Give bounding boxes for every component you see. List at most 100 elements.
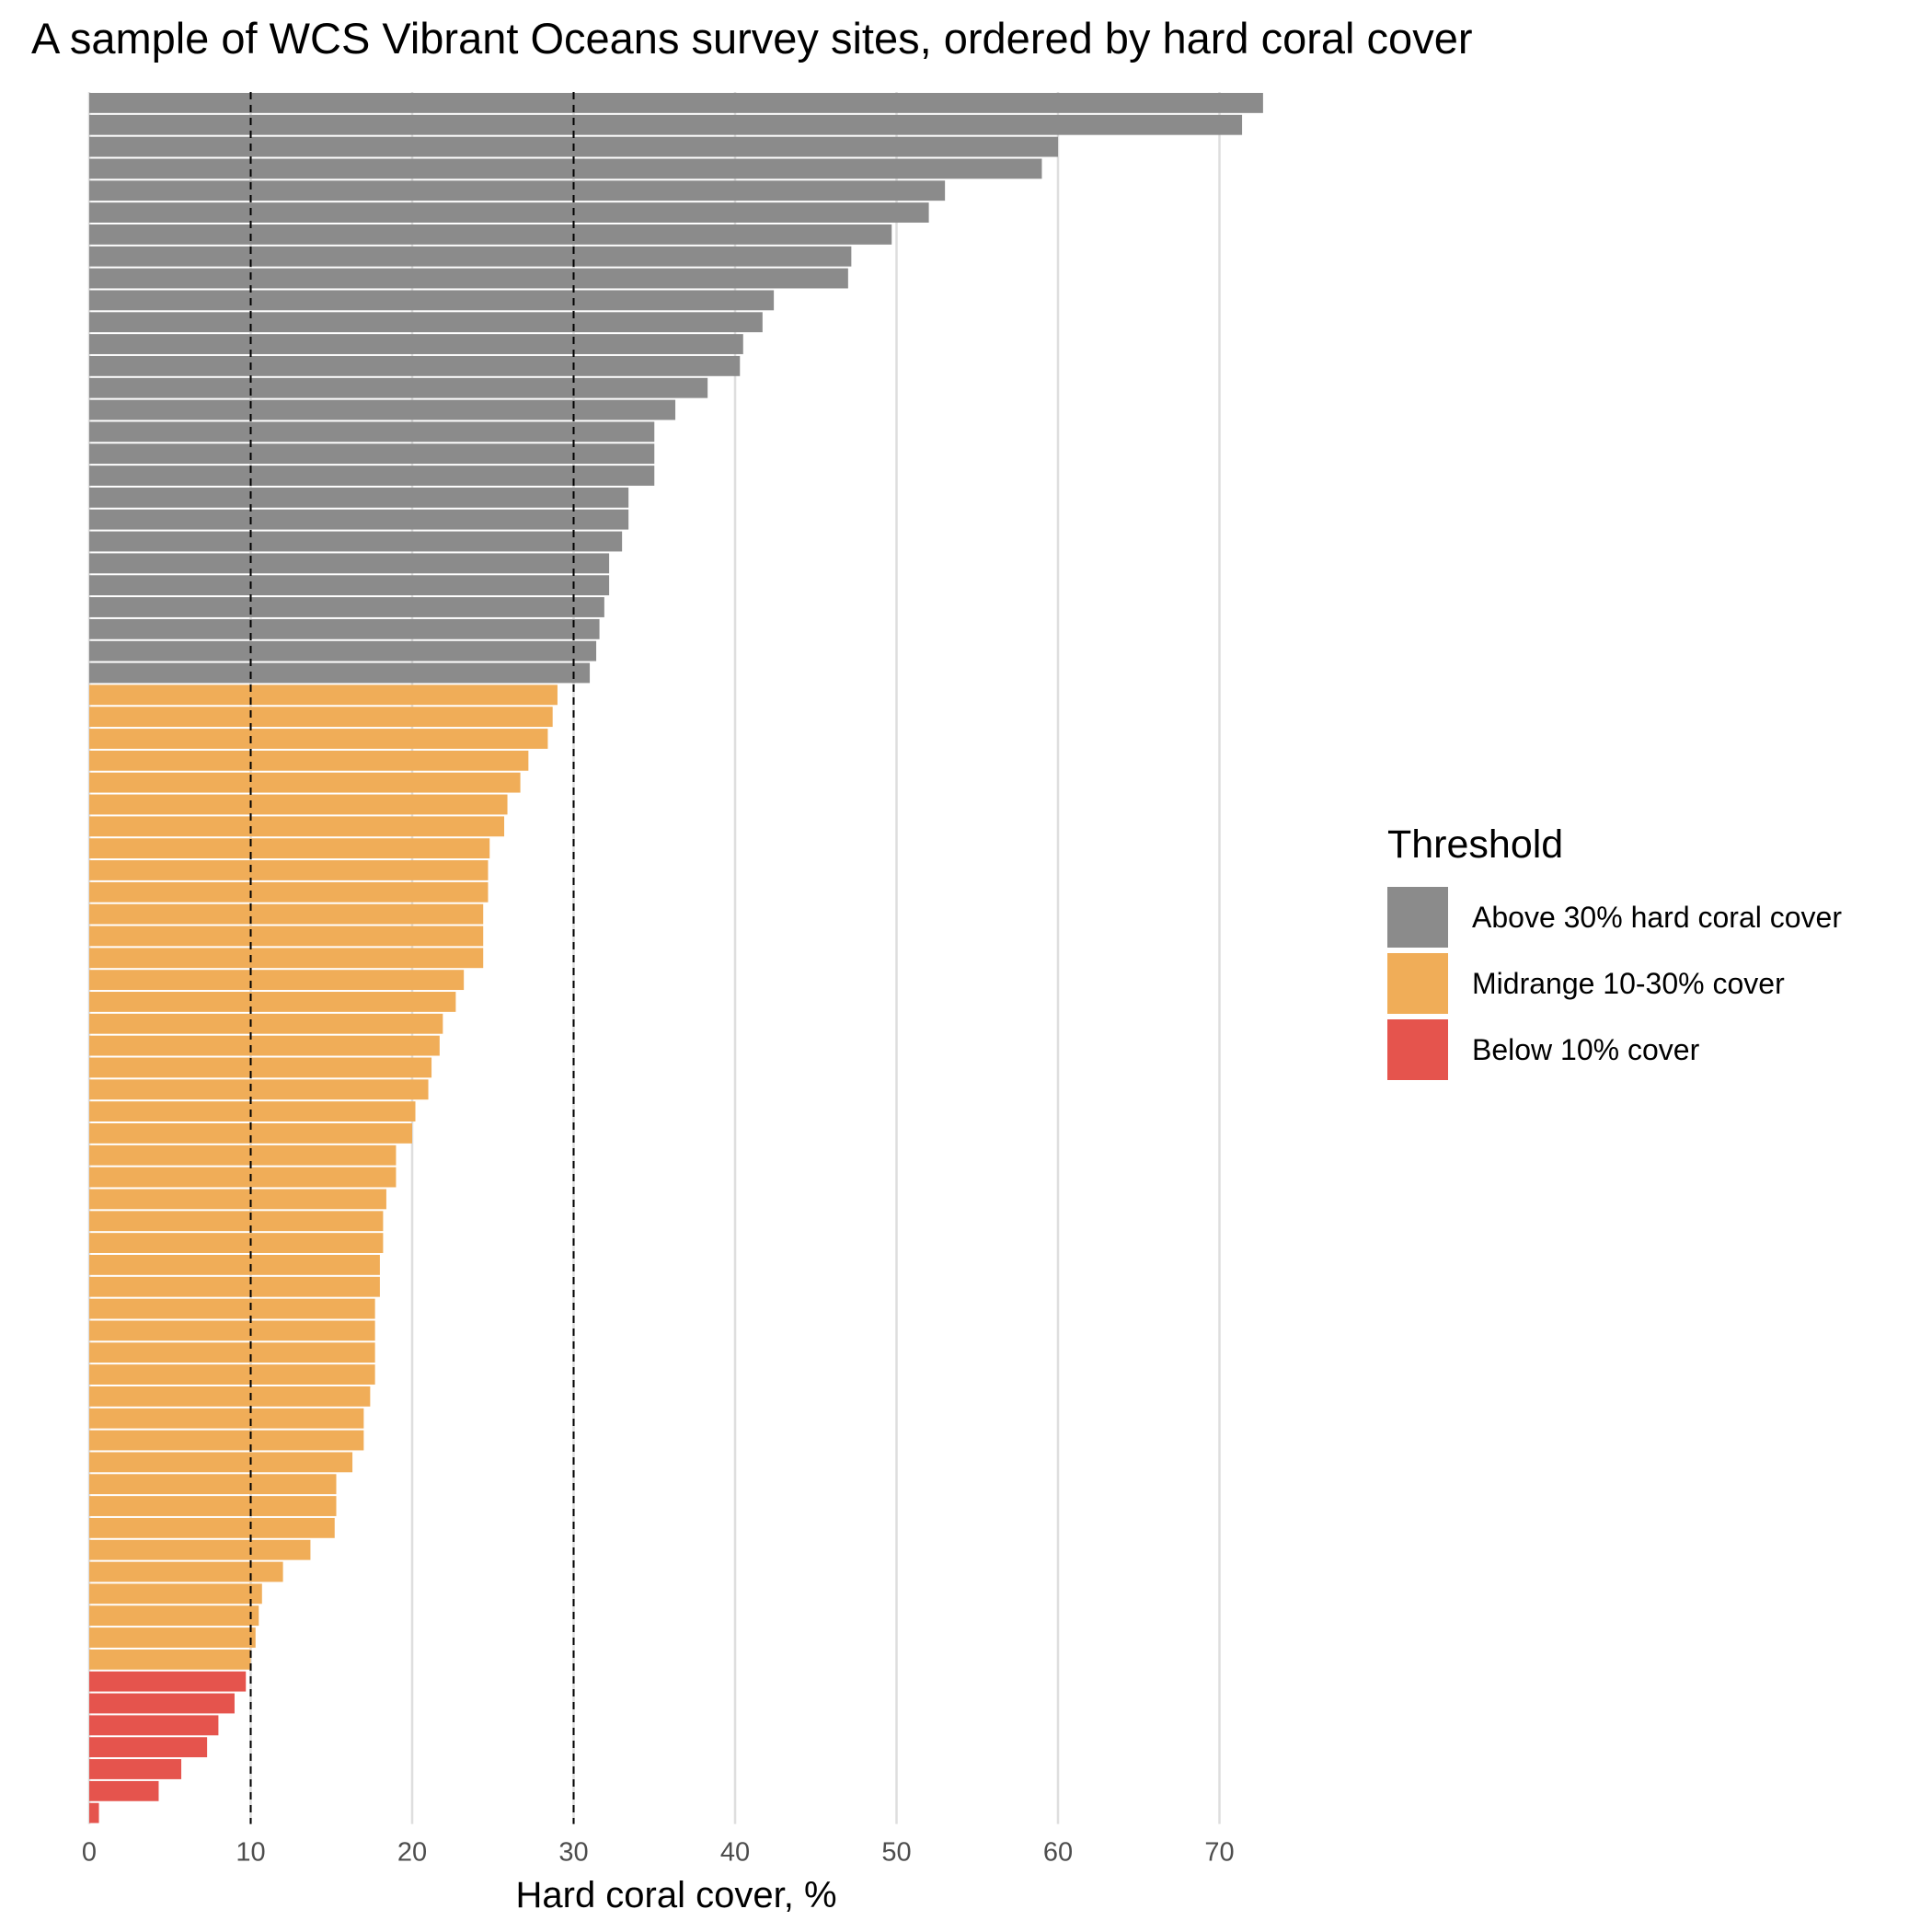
bar <box>89 114 1243 135</box>
bar <box>89 1298 375 1319</box>
legend-title: Threshold <box>1387 822 1564 867</box>
chart-title: A sample of WCS Vibrant Oceans survey si… <box>31 14 1473 63</box>
bar <box>89 1452 353 1473</box>
x-tick-label: 30 <box>558 1838 588 1868</box>
x-axis-label: Hard coral cover, % <box>515 1875 836 1915</box>
bar <box>89 707 553 728</box>
bar <box>89 1167 397 1188</box>
bar <box>89 992 456 1012</box>
bar <box>89 246 852 267</box>
x-tick-label: 50 <box>881 1838 911 1868</box>
bar <box>89 1408 364 1429</box>
bar <box>89 1364 375 1385</box>
bar <box>89 1320 375 1341</box>
bar <box>89 1605 259 1627</box>
legend: Threshold Above 30% hard coral cover Mid… <box>1387 822 1842 1083</box>
legend-label-mid: Midrange 10-30% cover <box>1472 966 1785 1000</box>
bar <box>89 531 623 552</box>
legend-swatch-below <box>1387 1019 1448 1080</box>
bar <box>89 421 655 443</box>
bar <box>89 1276 380 1297</box>
legend-swatch-mid <box>1387 953 1448 1014</box>
legend-item-below: Below 10% cover <box>1387 1017 1842 1083</box>
legend-item-above: Above 30% hard coral cover <box>1387 884 1842 950</box>
x-tick-label: 40 <box>720 1838 750 1868</box>
bar <box>89 1057 432 1078</box>
legend-swatch-above <box>1387 887 1448 948</box>
reference-lines <box>249 92 575 1824</box>
bar <box>89 1759 182 1779</box>
bar <box>89 1386 371 1407</box>
bar <box>89 1737 208 1758</box>
bar <box>89 838 490 859</box>
bar <box>89 903 484 925</box>
bar <box>89 1693 235 1714</box>
bar <box>89 1079 429 1100</box>
x-tick-label: 20 <box>397 1838 427 1868</box>
bar <box>89 1496 337 1516</box>
bar <box>89 662 591 684</box>
bar <box>89 93 1263 113</box>
bar <box>89 772 521 793</box>
bar <box>89 881 489 903</box>
bar <box>89 1649 251 1670</box>
bar <box>89 597 604 617</box>
bar <box>89 970 465 991</box>
bar <box>89 575 610 596</box>
bar <box>89 290 775 311</box>
bar <box>89 1430 364 1451</box>
bar <box>89 1539 311 1560</box>
bar <box>89 334 743 354</box>
bar <box>89 684 558 706</box>
bar <box>89 466 655 486</box>
bar <box>89 860 489 880</box>
bar <box>89 948 484 969</box>
bar <box>89 1254 380 1275</box>
bar <box>89 487 629 508</box>
legend-item-mid: Midrange 10-30% cover <box>1387 950 1842 1017</box>
bar <box>89 794 508 815</box>
bar <box>89 1035 440 1056</box>
bar <box>89 1627 256 1648</box>
bar <box>89 1233 384 1253</box>
bar <box>89 1802 99 1823</box>
bars <box>89 93 1263 1823</box>
bar <box>89 443 655 465</box>
bar <box>89 816 505 837</box>
bar <box>89 729 548 749</box>
bar <box>89 224 892 245</box>
legend-label-above: Above 30% hard coral cover <box>1472 900 1842 934</box>
bar <box>89 618 600 639</box>
bar <box>89 180 946 201</box>
bar <box>89 158 1042 179</box>
bar <box>89 750 529 771</box>
bar <box>89 1101 416 1122</box>
bar <box>89 1671 247 1692</box>
x-tick-label: 70 <box>1204 1838 1234 1868</box>
bar <box>89 355 741 376</box>
bar <box>89 1561 283 1582</box>
bar <box>89 1583 262 1604</box>
x-tick-label: 60 <box>1043 1838 1073 1868</box>
bar <box>89 268 848 289</box>
bar <box>89 1013 443 1034</box>
bar <box>89 312 763 333</box>
bar <box>89 1211 384 1232</box>
bar <box>89 640 597 661</box>
bar <box>89 1144 397 1166</box>
x-axis-ticks: 0 10 20 30 40 50 60 70 <box>82 1838 1235 1868</box>
bar <box>89 1780 159 1801</box>
bar <box>89 1342 375 1363</box>
x-tick-label: 10 <box>236 1838 265 1868</box>
bar <box>89 509 629 530</box>
bar <box>89 926 484 947</box>
bar <box>89 1474 337 1495</box>
bar <box>89 1715 219 1736</box>
bar <box>89 399 676 420</box>
bar <box>89 1189 386 1210</box>
bar <box>89 202 929 223</box>
legend-label-below: Below 10% cover <box>1472 1032 1700 1066</box>
bar <box>89 553 610 574</box>
bar <box>89 1517 335 1538</box>
